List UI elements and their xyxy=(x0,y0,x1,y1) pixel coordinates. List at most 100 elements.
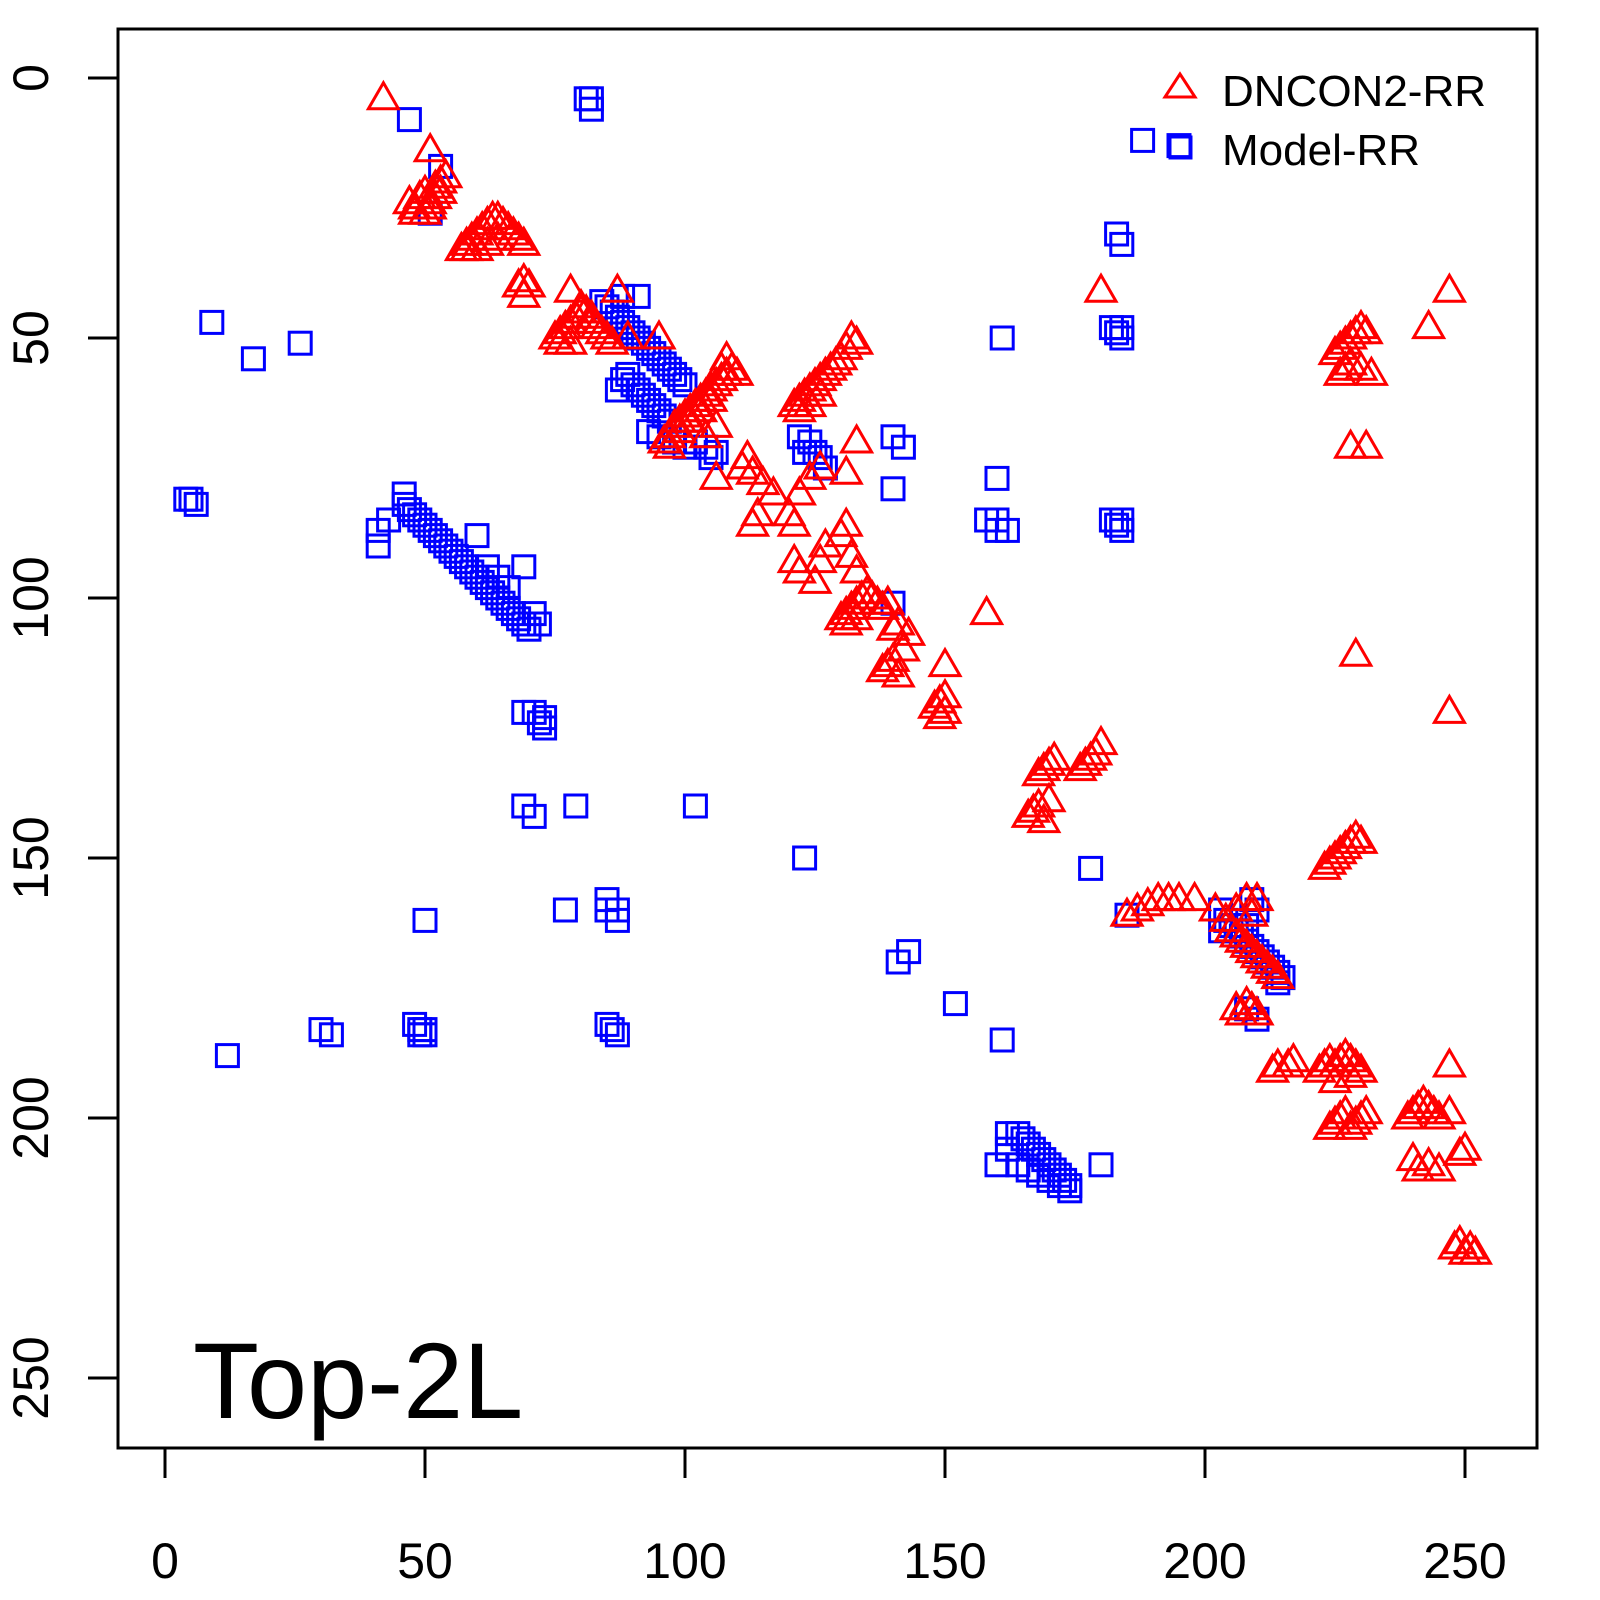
dncon2-rr-point xyxy=(693,381,729,412)
model-rr-point xyxy=(532,715,558,741)
model-rr-point xyxy=(1104,512,1130,538)
dncon2-rr-point xyxy=(662,412,698,444)
model-rr-point xyxy=(604,907,630,933)
y-tick-label: 250 xyxy=(3,1336,59,1419)
model-rr-point xyxy=(1057,1178,1083,1204)
dncon2-rr-point xyxy=(818,344,854,376)
model-rr-point xyxy=(890,434,916,460)
dncon2-rr-point xyxy=(698,459,734,490)
dncon2-rr-point xyxy=(1010,797,1046,828)
dncon2-rr-point xyxy=(1348,428,1384,459)
dncon2-rr-point xyxy=(412,131,448,163)
model-rr-point xyxy=(989,1027,1015,1053)
dncon2-rr-point xyxy=(1338,636,1374,667)
y-tick-label: 50 xyxy=(3,310,59,366)
dncon2-rr-point xyxy=(688,417,724,449)
dncon2-rr-point xyxy=(1026,802,1062,834)
legend-label-dncon2-rr: DNCON2-RR xyxy=(1222,67,1486,116)
model-rr-point xyxy=(1109,231,1135,257)
dncon2-rr-point xyxy=(1343,1098,1379,1130)
dncon2-rr-point xyxy=(1234,896,1270,927)
dncon2-rr-point xyxy=(828,506,864,537)
model-rr-point xyxy=(578,96,604,122)
dncon2-rr-point xyxy=(1348,1093,1384,1125)
dncon2-rr-point xyxy=(553,272,589,303)
dncon2-rr-point xyxy=(1239,880,1275,912)
model-rr-point xyxy=(240,346,266,372)
dncon2-rr-point xyxy=(1021,755,1057,787)
model-rr-point xyxy=(672,372,698,398)
model-rr-point xyxy=(412,907,438,933)
y-axis: 0 50 100 150 200 250 xyxy=(3,64,118,1420)
dncon2-rr-point xyxy=(927,693,963,724)
dncon2-rr-point xyxy=(1239,994,1275,1026)
dncon2-rr-point xyxy=(1026,750,1062,782)
series-model-rr xyxy=(173,86,1296,1204)
panel-label: Top-2L xyxy=(193,1320,523,1441)
dncon2-rr-point xyxy=(802,542,838,574)
dncon2-rr-point xyxy=(1431,272,1467,303)
model-rr-point xyxy=(318,1022,344,1048)
model-rr-point xyxy=(1109,517,1135,543)
dncon2-rr-point xyxy=(781,391,817,423)
dncon2-rr-point xyxy=(365,79,401,111)
dncon2-rr-point xyxy=(781,474,817,506)
dncon2-rr-point xyxy=(469,225,505,256)
legend-triangle-icon xyxy=(1162,71,1198,99)
dncon2-rr-point xyxy=(698,407,734,438)
dncon2-rr-point xyxy=(1270,1046,1306,1078)
model-rr-point xyxy=(984,465,1010,491)
model-rr-point xyxy=(287,330,313,356)
model-rr-point xyxy=(994,517,1020,543)
dncon2-rr-point xyxy=(1312,1109,1348,1140)
dncon2-rr-point xyxy=(641,318,677,350)
dncon2-rr-point xyxy=(1421,1098,1457,1130)
x-tick-label: 200 xyxy=(1163,1533,1246,1589)
model-rr-point xyxy=(1078,855,1104,881)
y-tick-label: 150 xyxy=(3,816,59,899)
dncon2-rr-point xyxy=(1353,355,1389,386)
dncon2-rr-point xyxy=(839,552,875,584)
dncon2-rr-point xyxy=(1317,1104,1353,1135)
model-rr-point xyxy=(365,533,391,559)
model-rr-point xyxy=(412,1022,438,1048)
y-tick-label: 100 xyxy=(3,556,59,639)
dncon2-rr-point xyxy=(553,303,589,334)
dncon2-rr-point xyxy=(693,370,729,402)
dncon2-rr-point xyxy=(880,656,916,688)
dncon2-rr-point xyxy=(807,526,843,558)
dncon2-rr-point xyxy=(802,376,838,407)
model-rr-point xyxy=(896,939,922,965)
dncon2-rr-point xyxy=(1348,313,1384,345)
x-tick-label: 0 xyxy=(151,1533,179,1589)
dncon2-rr-point xyxy=(865,589,901,620)
dncon2-rr-point xyxy=(1312,844,1348,875)
model-rr-point xyxy=(526,611,552,637)
dncon2-rr-point xyxy=(506,225,542,256)
dncon2-rr-point xyxy=(1177,880,1213,912)
x-tick-label: 100 xyxy=(643,1533,726,1589)
dncon2-rr-point xyxy=(891,615,927,646)
dncon2-rr-point xyxy=(558,298,594,329)
model-rr-point xyxy=(563,793,589,819)
dncon2-rr-point xyxy=(927,646,963,678)
dncon2-rr-point xyxy=(1421,1150,1457,1182)
dncon2-rr-point xyxy=(729,438,765,470)
dncon2-rr-point xyxy=(828,604,864,636)
dncon2-rr-point xyxy=(839,584,875,615)
model-rr-point xyxy=(495,575,521,601)
model-rr-point xyxy=(178,486,204,512)
dncon2-rr-point xyxy=(755,474,791,506)
model-rr-point xyxy=(199,309,225,335)
model-rr-point xyxy=(792,845,818,871)
model-rr-point xyxy=(407,1017,433,1043)
dncon2-rr-point xyxy=(1031,781,1067,813)
model-rr-point xyxy=(667,367,693,393)
dncon2-rr-point xyxy=(1457,1234,1493,1265)
dncon2-rr-point xyxy=(833,318,869,350)
dncon2-rr-point xyxy=(672,402,708,433)
legend-square-icon xyxy=(1168,135,1193,160)
dncon2-rr-point xyxy=(1317,1062,1353,1094)
dncon2-rr-point xyxy=(407,194,443,225)
dncon2-rr-point xyxy=(719,355,755,386)
